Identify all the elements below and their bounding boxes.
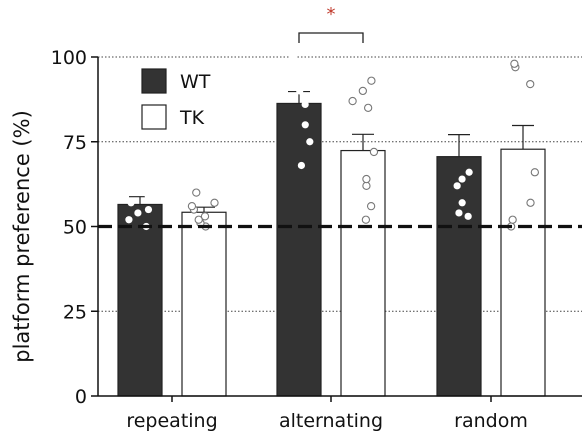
bar-wt-random	[436, 156, 482, 397]
legend-label-tk: TK	[179, 107, 205, 129]
y-tick-label: 50	[63, 217, 87, 239]
legend-label-wt: WT	[180, 71, 211, 93]
data-point	[526, 79, 535, 89]
data-point	[306, 70, 314, 78]
data-point	[455, 209, 463, 217]
data-point	[464, 212, 472, 220]
x-tick-label: alternating	[279, 410, 383, 432]
data-point	[366, 202, 376, 211]
data-point	[192, 188, 201, 197]
data-point	[125, 216, 133, 224]
y-tick-label: 75	[63, 132, 87, 154]
data-point	[367, 76, 376, 85]
bar-tk-random	[500, 148, 546, 397]
significance-star: *	[327, 4, 336, 25]
data-point	[304, 80, 312, 88]
data-point	[144, 192, 152, 200]
data-point	[210, 198, 219, 207]
data-point	[448, 60, 456, 68]
data-point	[134, 209, 142, 217]
data-point	[348, 96, 357, 106]
legend-swatch-wt	[141, 68, 167, 94]
x-tick-label: random	[454, 410, 528, 432]
data-point	[144, 205, 153, 214]
data-point	[530, 168, 539, 177]
y-ticks: 0 25 50 75 100	[51, 47, 98, 408]
data-point	[297, 161, 306, 170]
x-labels: repeating alternating random	[126, 396, 528, 432]
data-point	[459, 63, 468, 71]
data-point	[127, 199, 135, 207]
data-point	[194, 215, 203, 224]
data-point	[465, 168, 473, 176]
bar-wt-alternating	[276, 102, 322, 397]
data-point	[453, 182, 461, 190]
significance-bracket	[298, 32, 364, 43]
y-tick-label: 0	[75, 386, 87, 408]
data-point	[126, 182, 134, 190]
bar-tk-alternating	[340, 149, 386, 397]
data-point	[362, 174, 371, 184]
legend: WT TK	[141, 68, 211, 130]
y-axis-title: platform preference (%)	[10, 110, 34, 363]
data-points	[125, 53, 539, 231]
data-point	[306, 138, 314, 146]
significance: *	[298, 4, 364, 43]
data-point	[361, 215, 371, 224]
data-point	[508, 215, 517, 224]
data-point	[200, 212, 210, 221]
data-point	[510, 59, 519, 68]
data-point	[301, 100, 309, 109]
data-point	[458, 199, 466, 207]
data-point	[288, 53, 296, 61]
y-tick-label: 100	[51, 47, 87, 69]
data-point	[358, 86, 368, 96]
data-point	[363, 103, 373, 112]
data-point	[187, 202, 197, 211]
data-point	[458, 175, 466, 183]
x-tick-label: repeating	[126, 410, 217, 432]
data-point	[362, 181, 371, 190]
bar-wt-repeating	[117, 203, 163, 397]
data-point	[296, 87, 304, 95]
data-point	[148, 172, 156, 180]
data-point	[369, 147, 379, 157]
y-tick-label: 25	[63, 301, 87, 323]
legend-swatch-tk	[141, 104, 167, 130]
bars	[117, 102, 546, 397]
data-point	[301, 121, 309, 129]
data-point	[526, 198, 535, 207]
bar-tk-repeating	[181, 211, 227, 397]
